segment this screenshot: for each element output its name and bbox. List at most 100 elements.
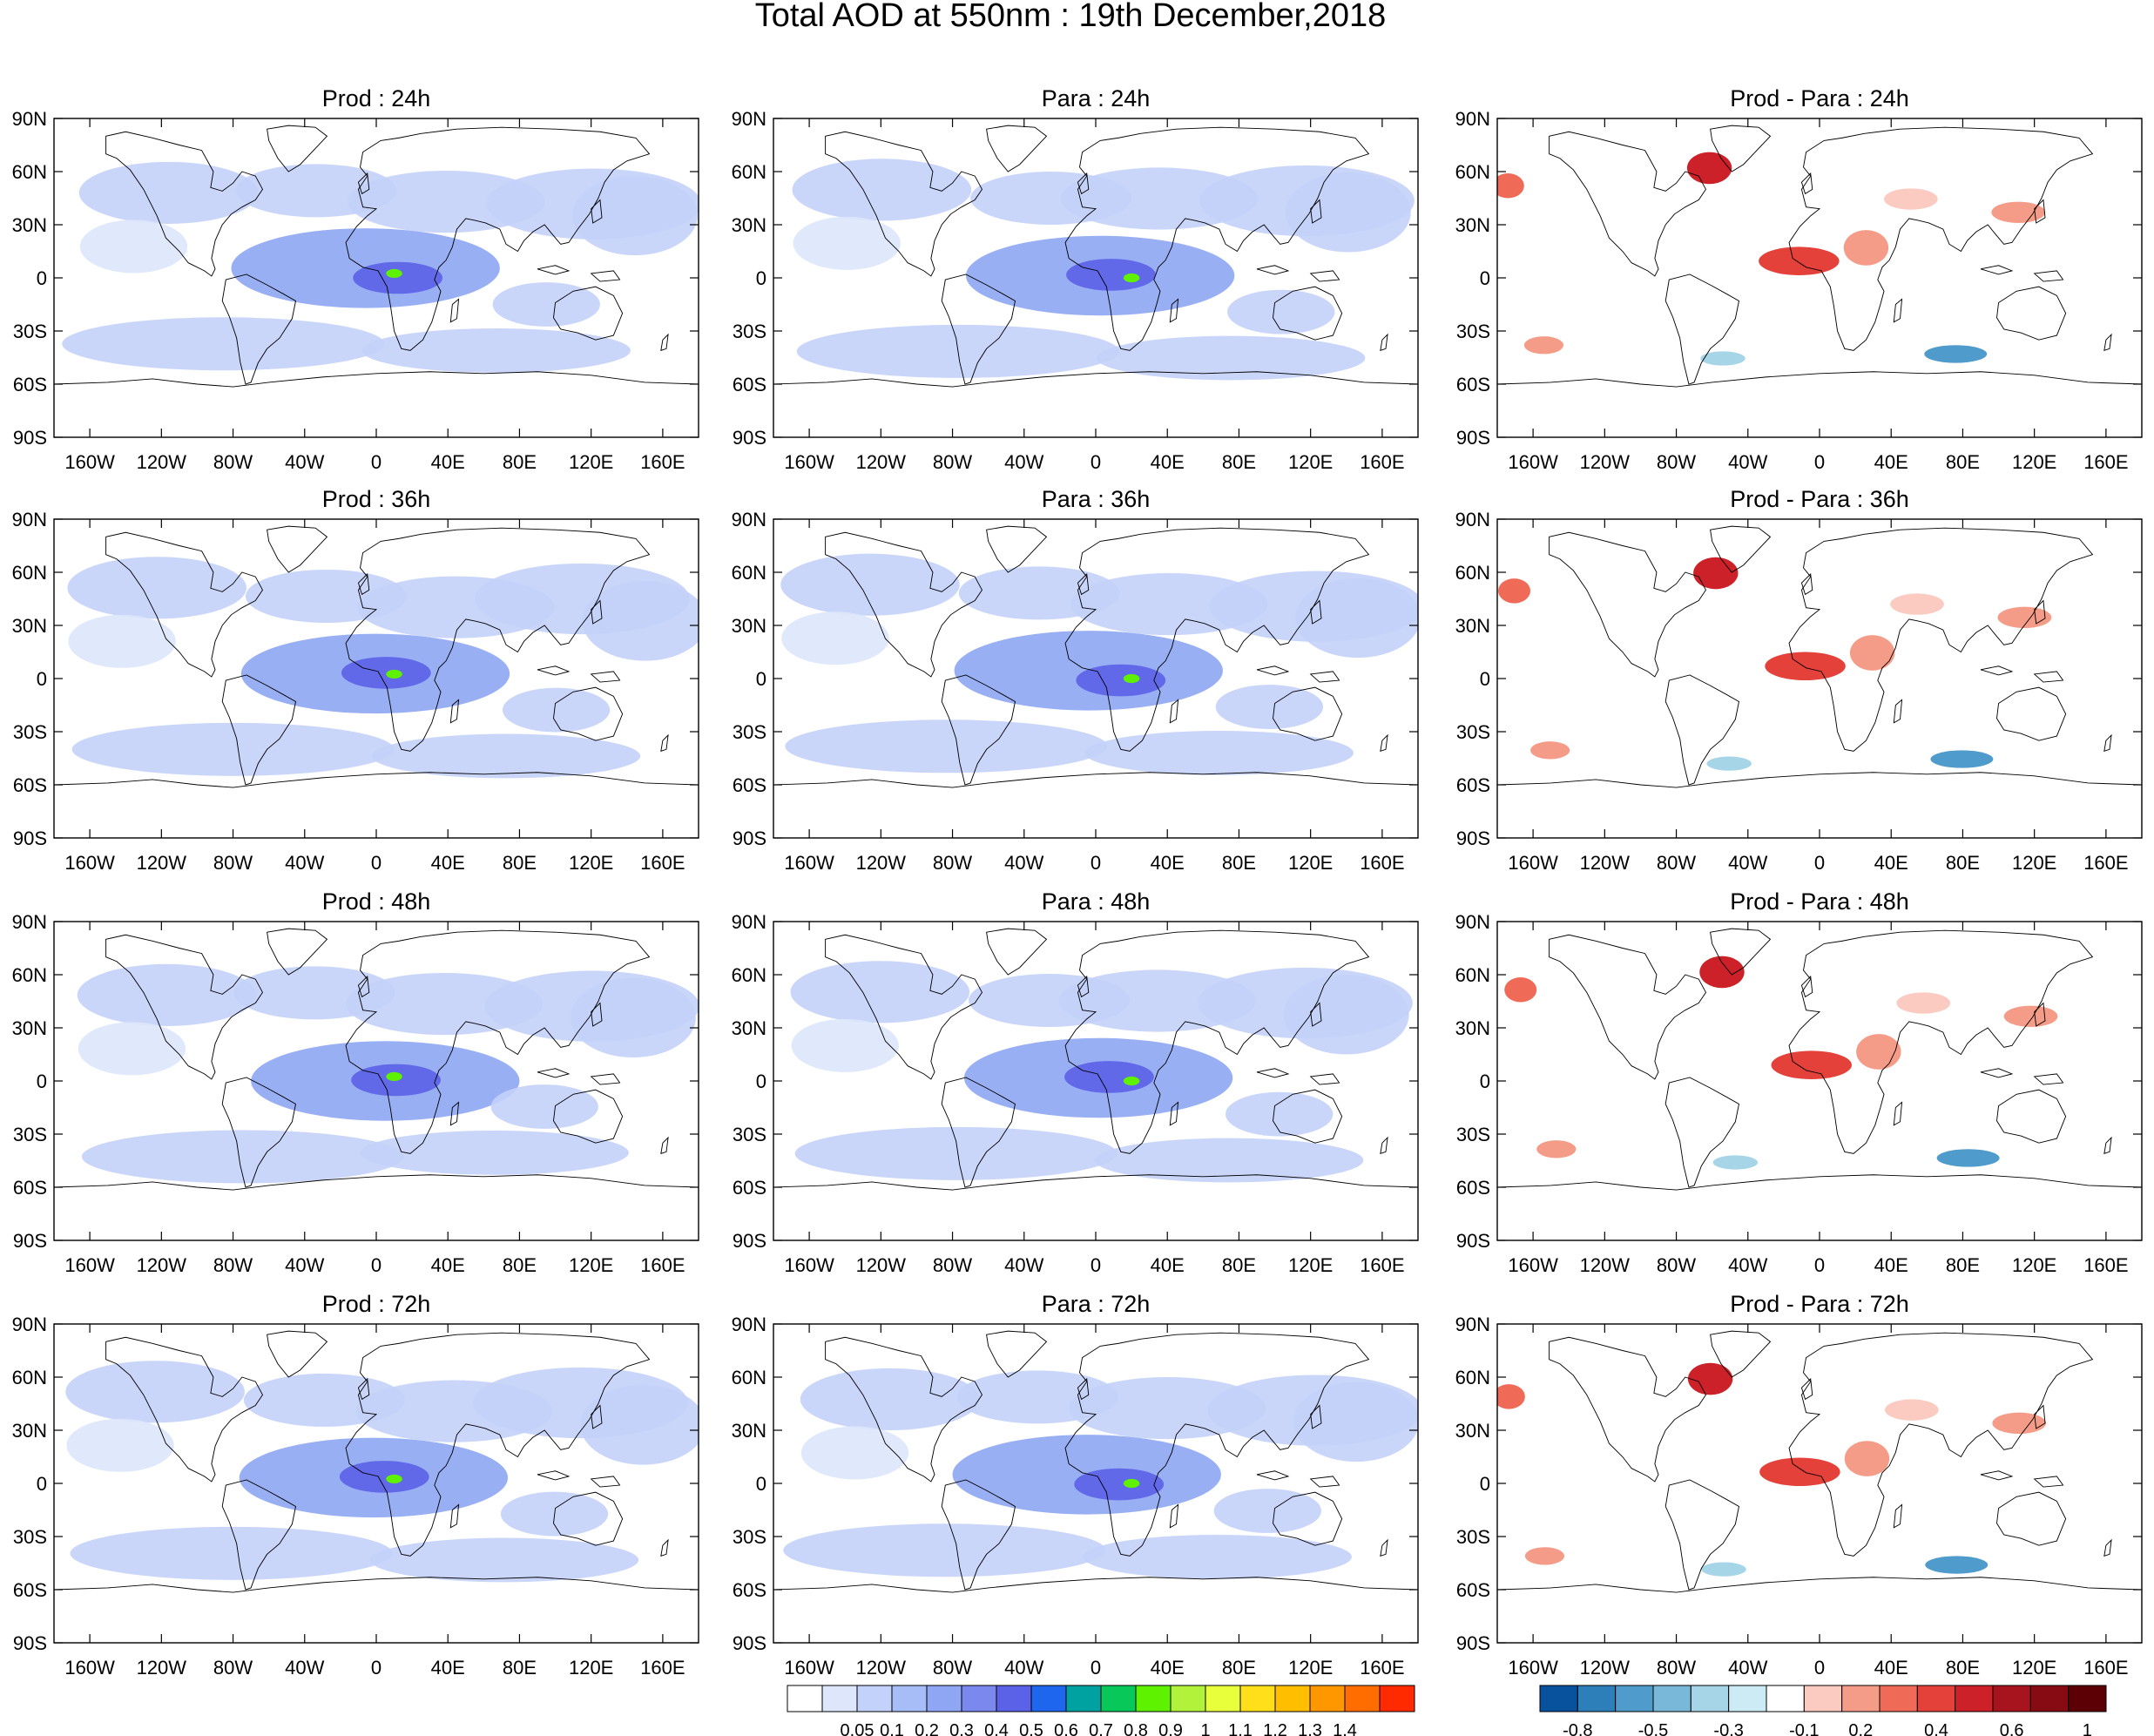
difference-colorbar: -0.8 -0.5 -0.3 -0.1 0.2 0.4 0.6 1 — [1539, 1685, 2107, 1736]
figure-title: Total AOD at 550nm : 19th December,2018 — [755, 0, 1387, 34]
lon-tick-label: 160W — [64, 852, 115, 874]
lon-tick-label: 120W — [856, 852, 907, 874]
colorbar-label: 0.7 — [1089, 1721, 1113, 1736]
colorbar-swatch — [1916, 1685, 1956, 1712]
lon-tick-label: 80W — [1657, 451, 1696, 473]
colorbar-swatch — [1803, 1685, 1843, 1712]
lon-tick-label: 40E — [431, 1657, 465, 1679]
lon-tick-label: 40W — [1728, 1254, 1767, 1276]
lat-tick-label: 90N — [12, 509, 47, 530]
lat-tick-label: 0 — [37, 1071, 47, 1092]
lon-tick-label: 160E — [640, 1254, 685, 1276]
map-panel-prod-3: Prod : 72h 90N 60N 30N 0 30S 60S 90S 160W 120W 80W… — [12, 1291, 699, 1679]
panel-title: Prod - Para : 36h — [1730, 486, 1909, 512]
lon-tick-label: 40W — [1004, 1254, 1043, 1276]
lon-tick-label: 40E — [1151, 1657, 1185, 1679]
lat-tick-label: 90S — [1456, 827, 1490, 849]
colorbar-label: 1.1 — [1228, 1721, 1253, 1736]
lon-tick-label: 40E — [1874, 1657, 1908, 1679]
lat-tick-label: 60S — [13, 374, 47, 395]
colorbar-label: 1.4 — [1333, 1721, 1357, 1736]
lat-tick-label: 30N — [732, 214, 766, 236]
lon-tick-label: 80E — [503, 451, 537, 473]
lon-tick-label: 160W — [784, 1254, 834, 1276]
lat-tick-label: 90N — [1455, 509, 1490, 530]
aod-patch — [65, 1361, 245, 1423]
colorbar-swatch — [1030, 1685, 1067, 1712]
colorbar-label: 1 — [1200, 1721, 1210, 1736]
aod-patch — [1066, 259, 1156, 291]
lat-tick-label: 30N — [732, 1017, 766, 1039]
difference-patch — [1843, 230, 1889, 266]
lat-tick-label: 60N — [732, 1367, 766, 1388]
map-panel-para-0: Para : 24h 90N 60N 30N 0 30S 60S 90S 160W 120W 80W… — [732, 85, 1419, 473]
aod-patch — [79, 220, 188, 274]
lon-tick-label: 40W — [1004, 451, 1043, 473]
aod-patch — [1076, 664, 1166, 697]
lon-tick-label: 80E — [1946, 1657, 1980, 1679]
lon-tick-label: 0 — [1091, 1657, 1101, 1679]
aod-patch — [492, 282, 600, 327]
lon-tick-label: 80E — [503, 852, 537, 874]
difference-patch — [1849, 635, 1895, 671]
aod-hotspot — [386, 669, 402, 679]
lon-tick-label: 40W — [1728, 451, 1767, 473]
difference-patch — [1700, 351, 1745, 366]
lon-tick-label: 120E — [569, 852, 613, 874]
lon-tick-label: 120W — [1580, 852, 1631, 874]
colorbar-label: -0.1 — [1789, 1721, 1819, 1736]
lat-tick-label: 90S — [13, 1230, 47, 1252]
lon-tick-label: 0 — [371, 1657, 382, 1679]
lon-tick-label: 80E — [503, 1254, 537, 1276]
lat-tick-label: 60N — [732, 161, 766, 183]
aod-patch — [1084, 730, 1354, 775]
aod-patch — [1083, 1534, 1352, 1579]
lat-tick-label: 30S — [1456, 1124, 1490, 1145]
lat-tick-label: 60S — [13, 1177, 47, 1199]
lon-tick-label: 40E — [1151, 852, 1185, 874]
difference-patch — [1884, 188, 1938, 210]
lat-tick-label: 30N — [1455, 214, 1490, 236]
lon-tick-label: 0 — [1091, 1254, 1101, 1276]
colorbar-swatch — [1577, 1685, 1617, 1712]
aod-patch — [792, 159, 972, 221]
aod-patch — [1295, 578, 1419, 659]
lon-tick-label: 160E — [2083, 451, 2128, 473]
colorbar-swatch — [2029, 1685, 2070, 1712]
difference-patch — [1498, 578, 1531, 604]
panel-frame — [1496, 118, 2143, 438]
panel-title: Prod : 48h — [322, 888, 431, 915]
difference-patch — [1701, 1562, 1746, 1577]
lon-tick-label: 160W — [784, 1657, 834, 1679]
lat-tick-label: 30S — [733, 1124, 766, 1145]
aod-hotspot — [1123, 673, 1140, 684]
difference-patch — [1712, 1155, 1759, 1170]
lat-tick-label: 0 — [1480, 267, 1490, 289]
colorbar-label: -0.5 — [1638, 1721, 1668, 1736]
lon-tick-label: 40W — [285, 1254, 324, 1276]
lat-tick-label: 90S — [733, 427, 766, 449]
colorbar-label: 0.9 — [1158, 1721, 1183, 1736]
colorbar-label: 0.05 — [841, 1721, 874, 1736]
aod-patch — [800, 1368, 980, 1430]
difference-patch — [1936, 1149, 2000, 1167]
aod-patch — [781, 611, 889, 665]
lon-tick-label: 160E — [2083, 1254, 2128, 1276]
difference-patch — [1524, 1547, 1565, 1565]
lat-tick-label: 90S — [1456, 1230, 1490, 1252]
lat-tick-label: 60N — [1455, 562, 1490, 584]
lat-tick-label: 90N — [732, 509, 766, 530]
lon-tick-label: 120E — [1288, 852, 1333, 874]
lon-tick-label: 120E — [569, 1254, 613, 1276]
difference-patch — [2003, 1005, 2058, 1027]
colorbar-swatch — [961, 1685, 997, 1712]
colorbar-swatch — [2068, 1685, 2107, 1712]
colorbar-label: 0.6 — [1054, 1721, 1078, 1736]
lon-tick-label: 160W — [64, 451, 115, 473]
lon-tick-label: 120E — [569, 451, 613, 473]
aod-patch — [572, 175, 698, 256]
lat-tick-label: 90N — [732, 1314, 766, 1335]
lat-tick-label: 90N — [732, 108, 766, 130]
lat-tick-label: 30S — [13, 1526, 47, 1548]
colorbar-swatch — [891, 1685, 928, 1712]
